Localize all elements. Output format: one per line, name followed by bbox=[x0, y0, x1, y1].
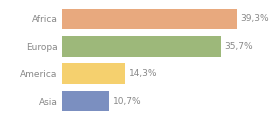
Bar bbox=[62, 63, 125, 84]
Text: 10,7%: 10,7% bbox=[113, 96, 142, 105]
Text: 14,3%: 14,3% bbox=[129, 69, 158, 78]
Text: 35,7%: 35,7% bbox=[225, 42, 253, 51]
Bar bbox=[62, 36, 221, 57]
Text: 39,3%: 39,3% bbox=[241, 15, 269, 24]
Bar bbox=[62, 91, 109, 111]
Bar bbox=[62, 9, 237, 29]
